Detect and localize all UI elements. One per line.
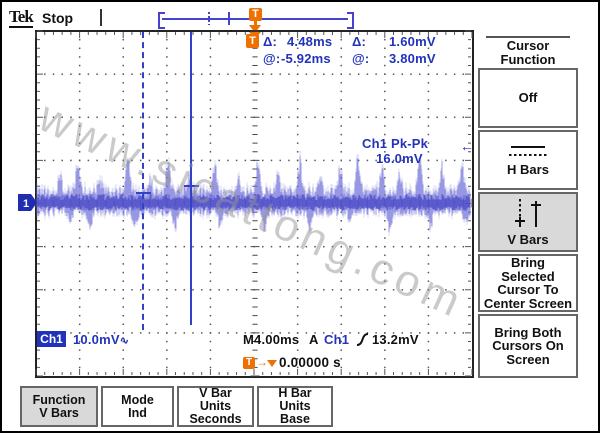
channel1-ground-marker: 1 — [18, 194, 37, 211]
v-bars-icon — [515, 199, 541, 228]
bottom-button-hbar-units-line3: Base — [280, 412, 310, 426]
bottom-button-vbar-units[interactable]: V Bar Units Seconds — [177, 386, 254, 427]
bottom-button-mode-line1: Mode — [121, 392, 154, 407]
bottom-button-function-line1: Function — [32, 392, 86, 407]
at-label-1: @: — [263, 51, 281, 66]
bring-selected-line1: Bring — [511, 255, 545, 270]
bottom-button-hbar-units-line1: H Bar — [278, 386, 312, 400]
channel1-badge: Ch1 — [37, 331, 66, 347]
trigger-position-flag-icon: T — [249, 8, 262, 21]
record-left-bracket — [158, 12, 165, 29]
tek-logo: Tek — [9, 7, 34, 28]
trigger-delay-icon: T → — [243, 355, 277, 370]
cursor1-amplitude-tick — [136, 192, 151, 194]
menu-button-h-bars[interactable]: H Bars — [478, 130, 578, 190]
bring-both-line2: Cursors On — [492, 338, 564, 354]
delta-label-2: Δ: — [352, 34, 367, 49]
bottom-button-mode-line2: Ind — [128, 405, 147, 420]
trigger-flag-stem — [254, 21, 257, 25]
trigger-mode: A — [309, 332, 319, 347]
channel1-scale: 10.0mV∿ — [73, 332, 130, 347]
trigger-delay-arrow-icon: → — [256, 355, 268, 369]
bring-selected-line3: Cursor To — [497, 282, 559, 297]
pkpk-measure-label: Ch1 Pk-Pk — [362, 136, 429, 151]
vbar-cursor1-dashed[interactable] — [142, 32, 144, 330]
record-right-bracket — [347, 12, 354, 29]
trigger-delay-t-icon: T — [243, 357, 255, 369]
bottom-button-vbar-units-line2: Units — [199, 399, 232, 413]
record-cursor2-tick — [228, 12, 230, 25]
bring-selected-line4: Center Screen — [483, 295, 573, 311]
at-label-2: @: — [352, 51, 370, 66]
side-menu-title: Cursor Function — [478, 39, 578, 67]
bring-both-line1: Bring Both — [494, 324, 562, 340]
menu-button-v-bars-label: V Bars — [507, 232, 549, 248]
menu-button-bring-selected-cursor[interactable]: Bring Selected Cursor To Center Screen — [478, 254, 578, 312]
trigger-flag-icon: T — [246, 34, 259, 48]
horizontal-delay-readout: 0.00000 s — [279, 355, 341, 370]
side-menu-title-line1: Cursor — [506, 38, 550, 53]
delta-time-value: 4.48ms — [287, 34, 333, 49]
at-time-value: -5.92ms — [281, 51, 331, 66]
bottom-button-mode[interactable]: Mode Ind — [101, 386, 174, 427]
trigger-level: 13.2mV — [372, 332, 419, 347]
pkpk-measure-value: 16.0mV — [376, 151, 423, 166]
side-menu-rule — [486, 36, 570, 38]
bottom-button-hbar-units-line2: Units — [279, 399, 311, 413]
delta-label-1: Δ: — [263, 34, 278, 49]
rising-edge-icon — [356, 333, 369, 346]
bring-selected-line2: Selected — [501, 268, 555, 284]
cursor2-amplitude-tick — [184, 185, 199, 187]
menu-button-off[interactable]: Off — [478, 68, 578, 128]
bring-both-line3: Screen — [506, 351, 550, 367]
menu-button-off-label: Off — [518, 90, 538, 106]
record-cursor1-tick — [208, 12, 210, 25]
coupling-icon: ∿ — [119, 335, 130, 347]
pkpk-left-arrow-icon: ← — [460, 138, 474, 154]
bottom-button-hbar-units[interactable]: H Bar Units Base — [257, 386, 333, 427]
display-frame — [0, 0, 600, 433]
timebase-readout: M4.00ms — [243, 332, 300, 347]
bottom-button-vbar-units-line1: V Bar — [199, 386, 232, 400]
channel1-marker-number: 1 — [23, 198, 29, 210]
bottom-button-function[interactable]: Function V Bars — [20, 386, 98, 427]
menu-button-bring-both-cursors[interactable]: Bring Both Cursors On Screen — [478, 314, 578, 378]
at-volts-value: 3.80mV — [389, 51, 436, 66]
bottom-button-vbar-units-line3: Seconds — [189, 412, 242, 426]
trigger-source: Ch1 — [324, 332, 350, 347]
header-separator — [100, 9, 102, 26]
menu-button-h-bars-label: H Bars — [507, 162, 549, 178]
menu-button-v-bars[interactable]: V Bars — [478, 192, 578, 252]
h-bars-icon — [509, 146, 547, 157]
side-menu-title-line2: Function — [500, 52, 556, 67]
trigger-delay-triangle-icon — [267, 360, 277, 367]
trigger-down-arrow-icon — [249, 25, 261, 33]
acquisition-status: Stop — [42, 10, 74, 26]
delta-volts-value: 1.60mV — [389, 34, 436, 49]
bottom-button-function-line2: V Bars — [39, 405, 79, 420]
vbar-cursor2-solid[interactable] — [190, 32, 192, 325]
